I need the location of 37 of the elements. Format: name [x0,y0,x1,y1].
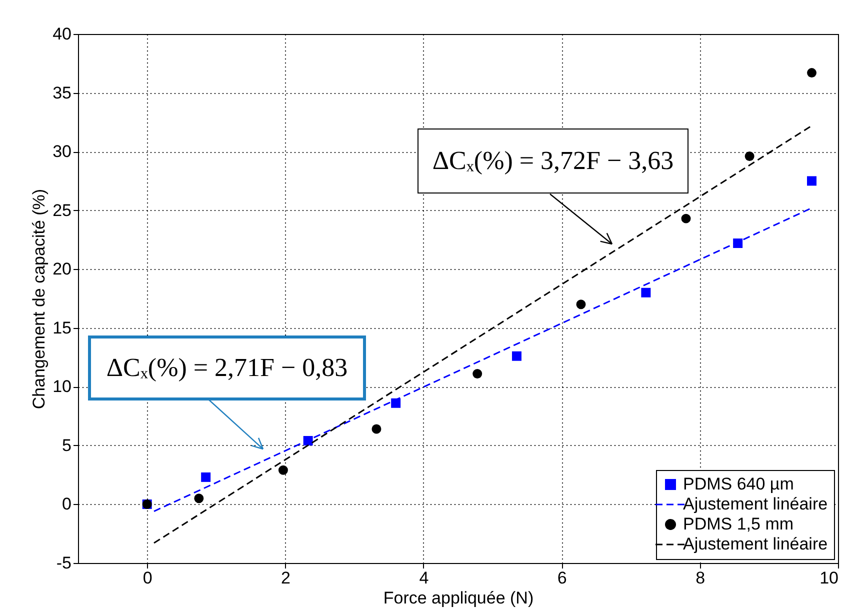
point [278,465,288,475]
x-tick-label: 2 [281,568,291,588]
y-tick-label: 25 [52,200,72,220]
annotation: ΔCₓ(%) = 3,72F − 3,63 [432,146,674,175]
point [744,152,754,161]
point [391,398,401,408]
legend-label: PDMS 1,5 mm [683,514,794,534]
y-axis-title: Changement de capacité (%) [30,188,49,410]
point [681,214,691,224]
point [641,288,651,298]
y-tick-label: 0 [62,494,72,514]
x-axis-title: Force appliquée (N) [383,588,534,608]
y-tick-label: 35 [52,83,72,102]
y-tick-label: 30 [52,142,72,162]
point [372,424,382,434]
y-tick-label: 20 [52,260,72,279]
point [194,494,204,504]
point [472,369,482,378]
x-tick-label: 0 [142,568,152,588]
point [807,68,816,78]
y-tick-label: -5 [56,554,72,572]
x-tick-label: 4 [419,568,429,588]
x-tick-label: 10 [820,568,838,588]
point [201,472,211,482]
y-tick-label: 40 [52,24,72,44]
legend-label: PDMS 640 µm [683,474,794,494]
point [576,300,586,310]
y-tick-label: 15 [52,318,72,338]
point [807,176,816,186]
y-tick-label: 10 [52,377,72,396]
annotation: ΔCₓ(%) = 2,71F − 0,83 [106,353,348,382]
legend-label: Ajustement linéaire [683,494,828,514]
point [512,351,522,361]
x-tick-label: 6 [557,568,567,588]
legend-label: Ajustement linéaire [683,534,828,554]
x-tick-label: 8 [696,568,706,588]
y-tick-label: 5 [62,436,72,455]
